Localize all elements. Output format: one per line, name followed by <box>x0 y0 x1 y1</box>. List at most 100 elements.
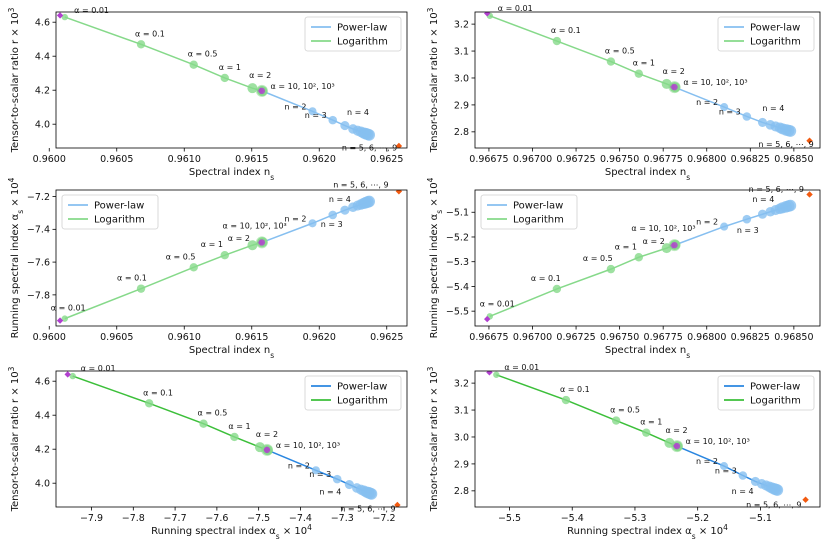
x-tick-label: 0.9615 <box>235 332 268 343</box>
legend: Power-law Logarithm <box>304 375 402 411</box>
annotation-label: α = 0.5 <box>583 254 613 263</box>
x-tick-label: 0.96750 <box>600 154 639 165</box>
y-tick-label: −5.5 <box>446 307 469 318</box>
annotation-label: n = 4 <box>762 104 784 113</box>
y-tick-label: 3.1 <box>454 46 469 57</box>
point-convergence-core <box>671 83 678 91</box>
annotation-label: n = 3 <box>309 470 331 479</box>
y-tick-label: −5.1 <box>446 208 469 219</box>
marker-limit-a-0 <box>483 12 491 17</box>
point-power-law-2 <box>328 115 338 125</box>
annotation-label: α = 0.1 <box>135 29 165 38</box>
annotation-label: α = 0.1 <box>143 388 173 397</box>
x-tick-label: 0.9605 <box>100 332 133 343</box>
x-tick-label: 0.96850 <box>774 332 813 343</box>
legend: Power-law Logarithm <box>304 16 402 52</box>
y-tick-label: 3.2 <box>454 20 469 31</box>
x-tick-label: −5.1 <box>749 513 772 524</box>
point-power-law-3 <box>757 209 768 219</box>
legend-label-logarithm: Logarithm <box>513 215 564 226</box>
legend-label-logarithm: Logarithm <box>94 215 145 226</box>
annotation-label: n = 3 <box>737 226 759 235</box>
y-tick-label: 3.1 <box>454 405 469 416</box>
point-power-law-2 <box>742 214 752 224</box>
legend-label-logarithm: Logarithm <box>750 396 801 407</box>
x-tick-label: 0.96800 <box>687 154 726 165</box>
point-power-law-2 <box>738 471 748 480</box>
x-tick-label: 0.96775 <box>644 332 683 343</box>
x-tick-label: −5.5 <box>498 513 521 524</box>
annotation-label: n = 4 <box>752 195 774 204</box>
point-logarithm-4 <box>247 240 258 251</box>
point-logarithm-1 <box>144 399 154 408</box>
annotation-label: n = 3 <box>719 107 741 116</box>
legend-box <box>480 194 578 230</box>
x-tick-label: −5.3 <box>623 513 646 524</box>
plot-area <box>56 12 403 148</box>
point-power-law-3 <box>340 205 350 215</box>
x-tick-label: −7.4 <box>289 513 312 524</box>
x-tick-label: −7.5 <box>247 513 270 524</box>
chart-panel-3: 0.9600 0.9605 0.9610 0.9615 0.9620 0.9625 −7.8… <box>7 177 408 360</box>
point-logarithm-2 <box>611 416 621 425</box>
legend-label-power-law: Power-law <box>750 23 800 34</box>
plot-area <box>64 371 401 507</box>
axes-frame <box>474 370 821 508</box>
y-tick-label: −7.6 <box>27 257 50 268</box>
y-tick-label: 4.0 <box>35 120 50 131</box>
annotation-label: n = 2 <box>696 457 718 466</box>
annotation-label: α = 10, 10², 10³ <box>223 221 287 230</box>
annotation-label: α = 0.01 <box>498 4 533 13</box>
annotation-label: n = 3 <box>305 111 327 120</box>
point-logarithm-3 <box>642 428 651 437</box>
annotation-label: α = 0.5 <box>605 47 635 56</box>
y-tick-label: 4.4 <box>35 52 50 63</box>
y-tick-label: 4.4 <box>35 411 50 422</box>
x-tick-label: −7.8 <box>122 513 145 524</box>
point-logarithm-2 <box>606 57 616 66</box>
y-tick-label: 3.0 <box>454 432 469 443</box>
x-tick-label: 0.96700 <box>513 332 552 343</box>
annotation-label: α = 10, 10², 10³ <box>271 82 335 91</box>
point-convergence-core <box>671 241 678 249</box>
x-tick-label: 0.9620 <box>303 154 336 165</box>
legend-label-logarithm: Logarithm <box>337 37 388 48</box>
annotation-label: α = 1 <box>219 63 241 72</box>
x-axis-label: Spectral index ns <box>605 345 690 360</box>
x-tick-label: 0.9600 <box>33 332 66 343</box>
y-tick-label: −5.4 <box>446 282 469 293</box>
annotation-label: α = 0.5 <box>188 50 218 59</box>
chart-panel-5: −7.9 −7.8 −7.7 −7.6 −7.5 −7.4 −7.3 −7.2 4.0 4.2 4.… <box>7 364 408 541</box>
point-logarithm-0 <box>493 371 500 378</box>
x-tick-label: 0.9625 <box>370 332 403 343</box>
annotation-label: α = 1 <box>615 242 637 251</box>
annotation-label: α = 2 <box>249 71 271 80</box>
point-power-law-1 <box>308 107 317 116</box>
point-logarithm-3 <box>230 432 239 442</box>
x-tick-label: −7.9 <box>80 513 103 524</box>
point-power-law-10 <box>363 195 376 208</box>
point-power-law-10 <box>784 199 797 212</box>
annotation-label: n = 4 <box>329 195 351 204</box>
annotation-label: α = 0.1 <box>531 274 561 283</box>
y-tick-label: 4.6 <box>35 377 50 388</box>
point-logarithm-1 <box>136 40 146 49</box>
point-power-law-1 <box>719 462 729 471</box>
legend-label-logarithm: Logarithm <box>750 37 801 48</box>
x-tick-label: 0.9610 <box>168 332 201 343</box>
x-tick-label: 0.96850 <box>774 154 813 165</box>
annotation-label: n = 3 <box>321 220 343 229</box>
point-power-law-10 <box>363 129 376 141</box>
annotation-label: α = 1 <box>201 240 223 249</box>
y-tick-label: 2.8 <box>454 127 469 138</box>
annotation-label: α = 0.01 <box>480 299 515 308</box>
point-logarithm-1 <box>552 36 562 46</box>
annotation-label: n = 2 <box>285 214 307 223</box>
marker-limit-b-0 <box>395 142 403 148</box>
annotation-label: n = 2 <box>288 461 310 470</box>
annotation-label: α = 10, 10², 10³ <box>631 224 695 233</box>
legend-label-power-law: Power-law <box>337 382 387 393</box>
marker-limit-b-0 <box>394 501 401 507</box>
point-convergence-core <box>258 239 266 246</box>
y-tick-label: −7.8 <box>27 290 50 301</box>
